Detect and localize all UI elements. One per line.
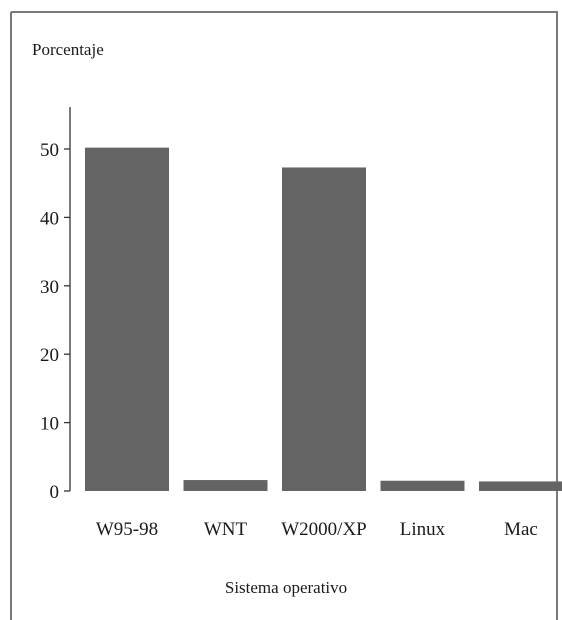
x-tick-label: W95-98	[96, 519, 158, 540]
x-axis-title: Sistema operativo	[225, 578, 347, 597]
bar	[183, 480, 268, 491]
bar	[380, 480, 465, 491]
y-tick-label: 10	[40, 414, 59, 435]
x-tick-label: Mac	[504, 519, 538, 540]
bar	[282, 167, 366, 491]
x-tick-label: W2000/XP	[281, 519, 367, 540]
x-tick-label: WNT	[204, 519, 248, 540]
y-tick-label: 30	[40, 277, 59, 298]
y-tick-label: 20	[40, 345, 59, 366]
y-tick-label: 0	[50, 482, 60, 503]
bar	[85, 147, 169, 491]
y-axis-title: Porcentaje	[32, 40, 104, 59]
x-tick-label: Linux	[400, 519, 446, 540]
y-tick-label: 50	[40, 140, 59, 161]
y-axis: 0 10 20 30 40 50	[40, 107, 71, 503]
bars	[85, 147, 562, 491]
x-axis-labels: W95-98 WNT W2000/XP Linux Mac	[96, 519, 538, 540]
bar	[479, 481, 562, 491]
y-tick-label: 40	[40, 208, 59, 229]
